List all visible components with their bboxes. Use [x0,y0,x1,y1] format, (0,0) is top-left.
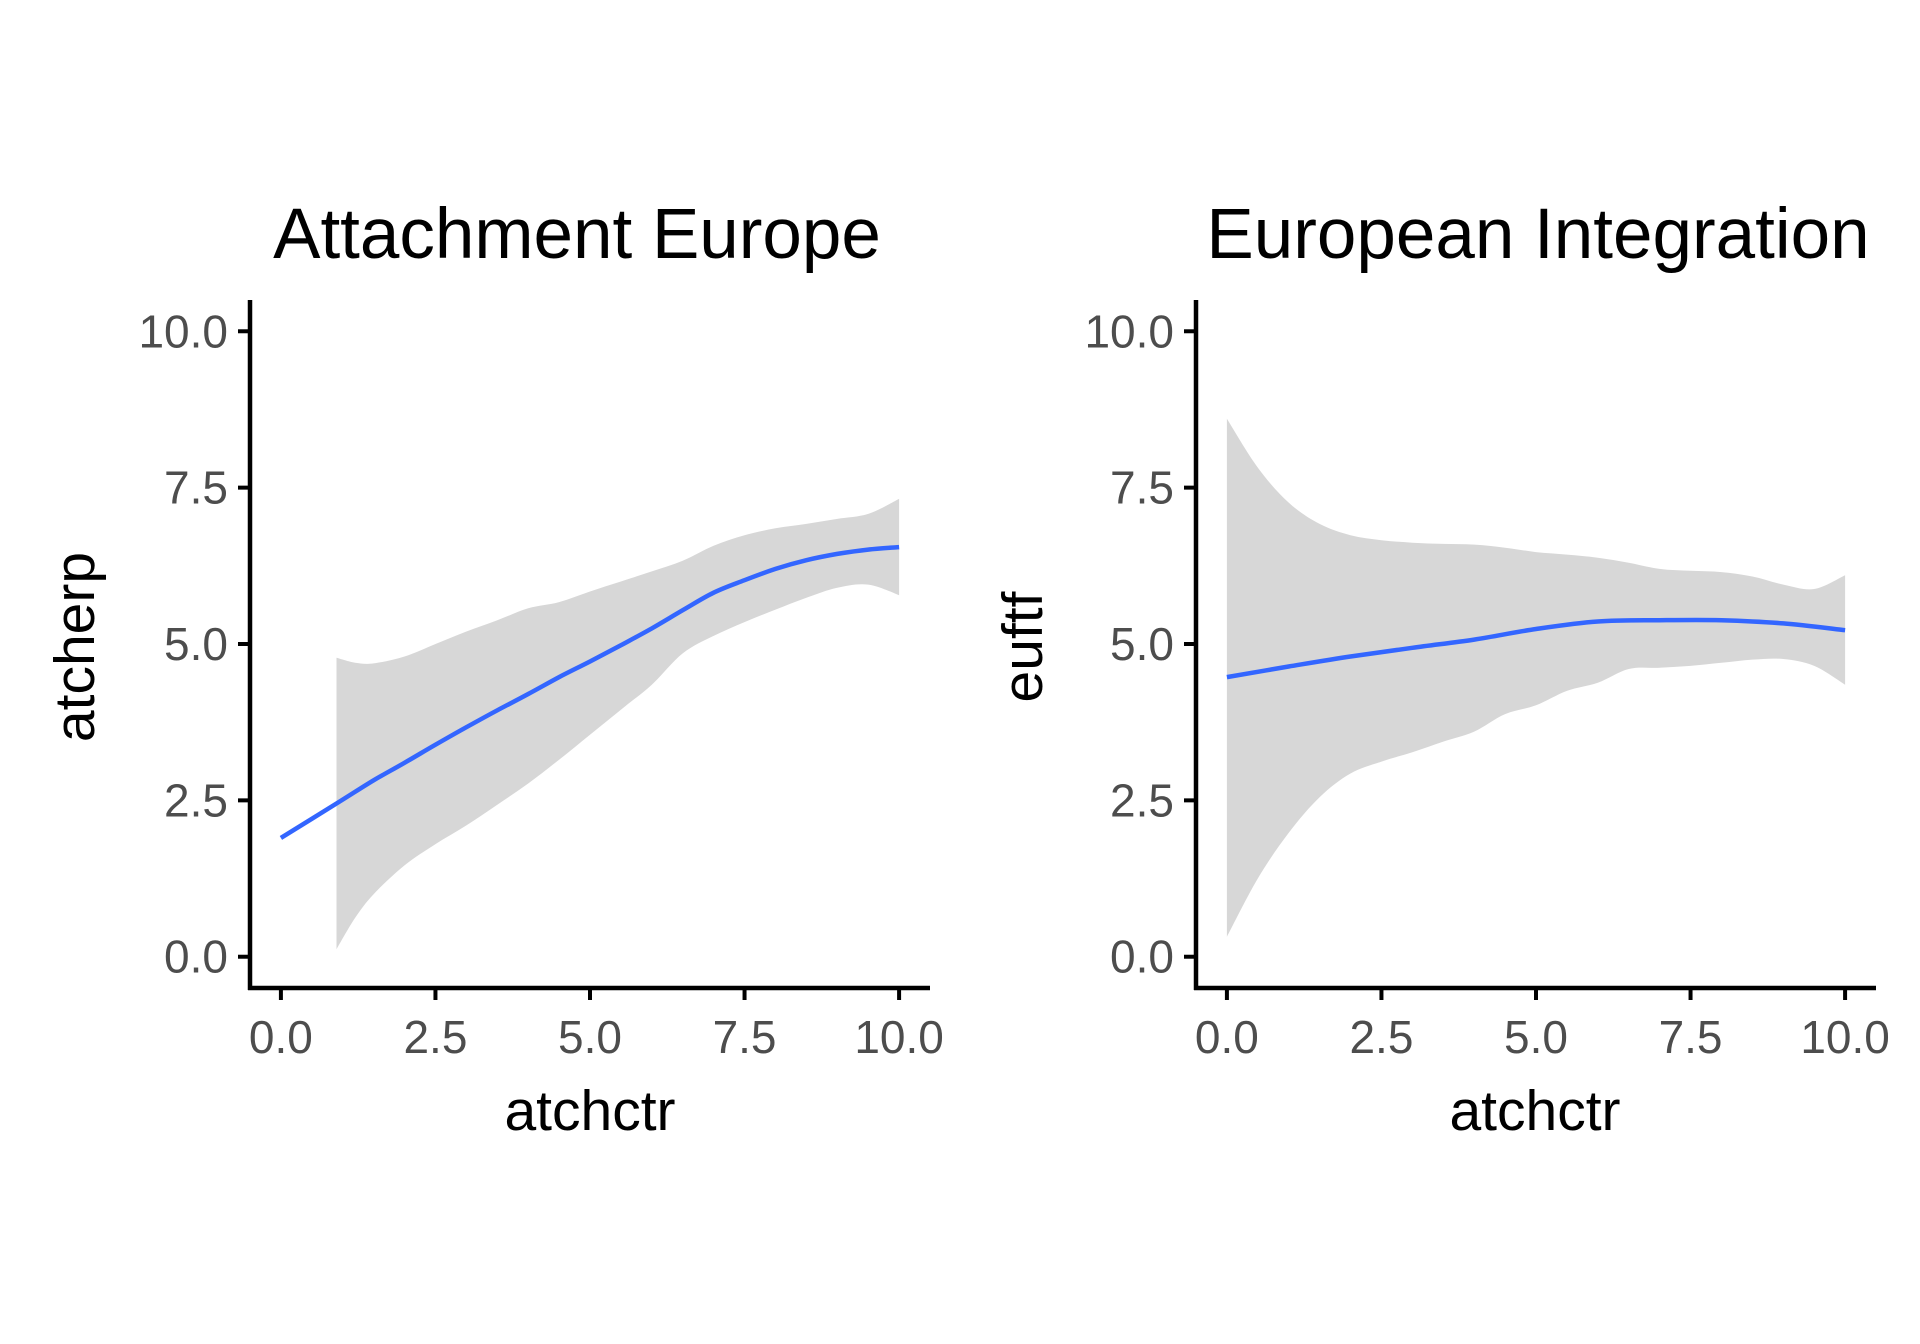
plot-area: 0.0 2.5 5.0 7.5 10.0 0.0 2.5 5.0 7.5 10.0 [138,300,944,1063]
y-tick-label: 2.5 [1110,774,1174,826]
y-tick-label: 0.0 [1110,931,1174,983]
x-tick-label: 7.5 [713,1011,777,1063]
x-tick-label: 2.5 [1349,1011,1413,1063]
plot-area: 0.0 2.5 5.0 7.5 10.0 0.0 2.5 5.0 7.5 10.0 [1084,300,1890,1063]
y-tick-label: 10.0 [1084,305,1174,357]
confidence-band [336,498,900,950]
x-tick-label: 10.0 [1800,1011,1890,1063]
panel-attachment-europe: 0.0 2.5 5.0 7.5 10.0 0.0 2.5 5.0 7.5 10.0 Attachm… [43,195,944,1143]
confidence-band [1226,418,1846,937]
panel-european-integration: 0.0 2.5 5.0 7.5 10.0 0.0 2.5 5.0 7.5 10.0 Europea… [991,195,1890,1143]
smooth-line-series-0 [1226,617,1846,680]
y-tick-label: 7.5 [1110,462,1174,514]
y-tick-label: 5.0 [1110,618,1174,670]
y-tick-label: 0.0 [164,931,228,983]
y-tick-label: 2.5 [164,774,228,826]
x-tick-label: 0.0 [1195,1011,1259,1063]
panel-title: European Integration [1206,195,1869,274]
x-axis-title: atchctr [1449,1079,1620,1143]
x-tick-label: 5.0 [1504,1011,1568,1063]
y-tick-label: 5.0 [164,618,228,670]
smooth-line-series-0 [279,544,900,840]
x-tick-label: 5.0 [558,1011,622,1063]
panel-title: Attachment Europe [273,195,881,274]
x-tick-label: 10.0 [854,1011,944,1063]
x-axis-title: atchctr [504,1079,675,1143]
y-axis-title: atcherp [43,552,107,742]
x-tick-label: 2.5 [403,1011,467,1063]
y-tick-label: 7.5 [164,462,228,514]
y-axis-title: euftf [991,591,1055,702]
y-tick-label: 10.0 [138,305,228,357]
x-tick-label: 0.0 [249,1011,313,1063]
x-tick-label: 7.5 [1659,1011,1723,1063]
